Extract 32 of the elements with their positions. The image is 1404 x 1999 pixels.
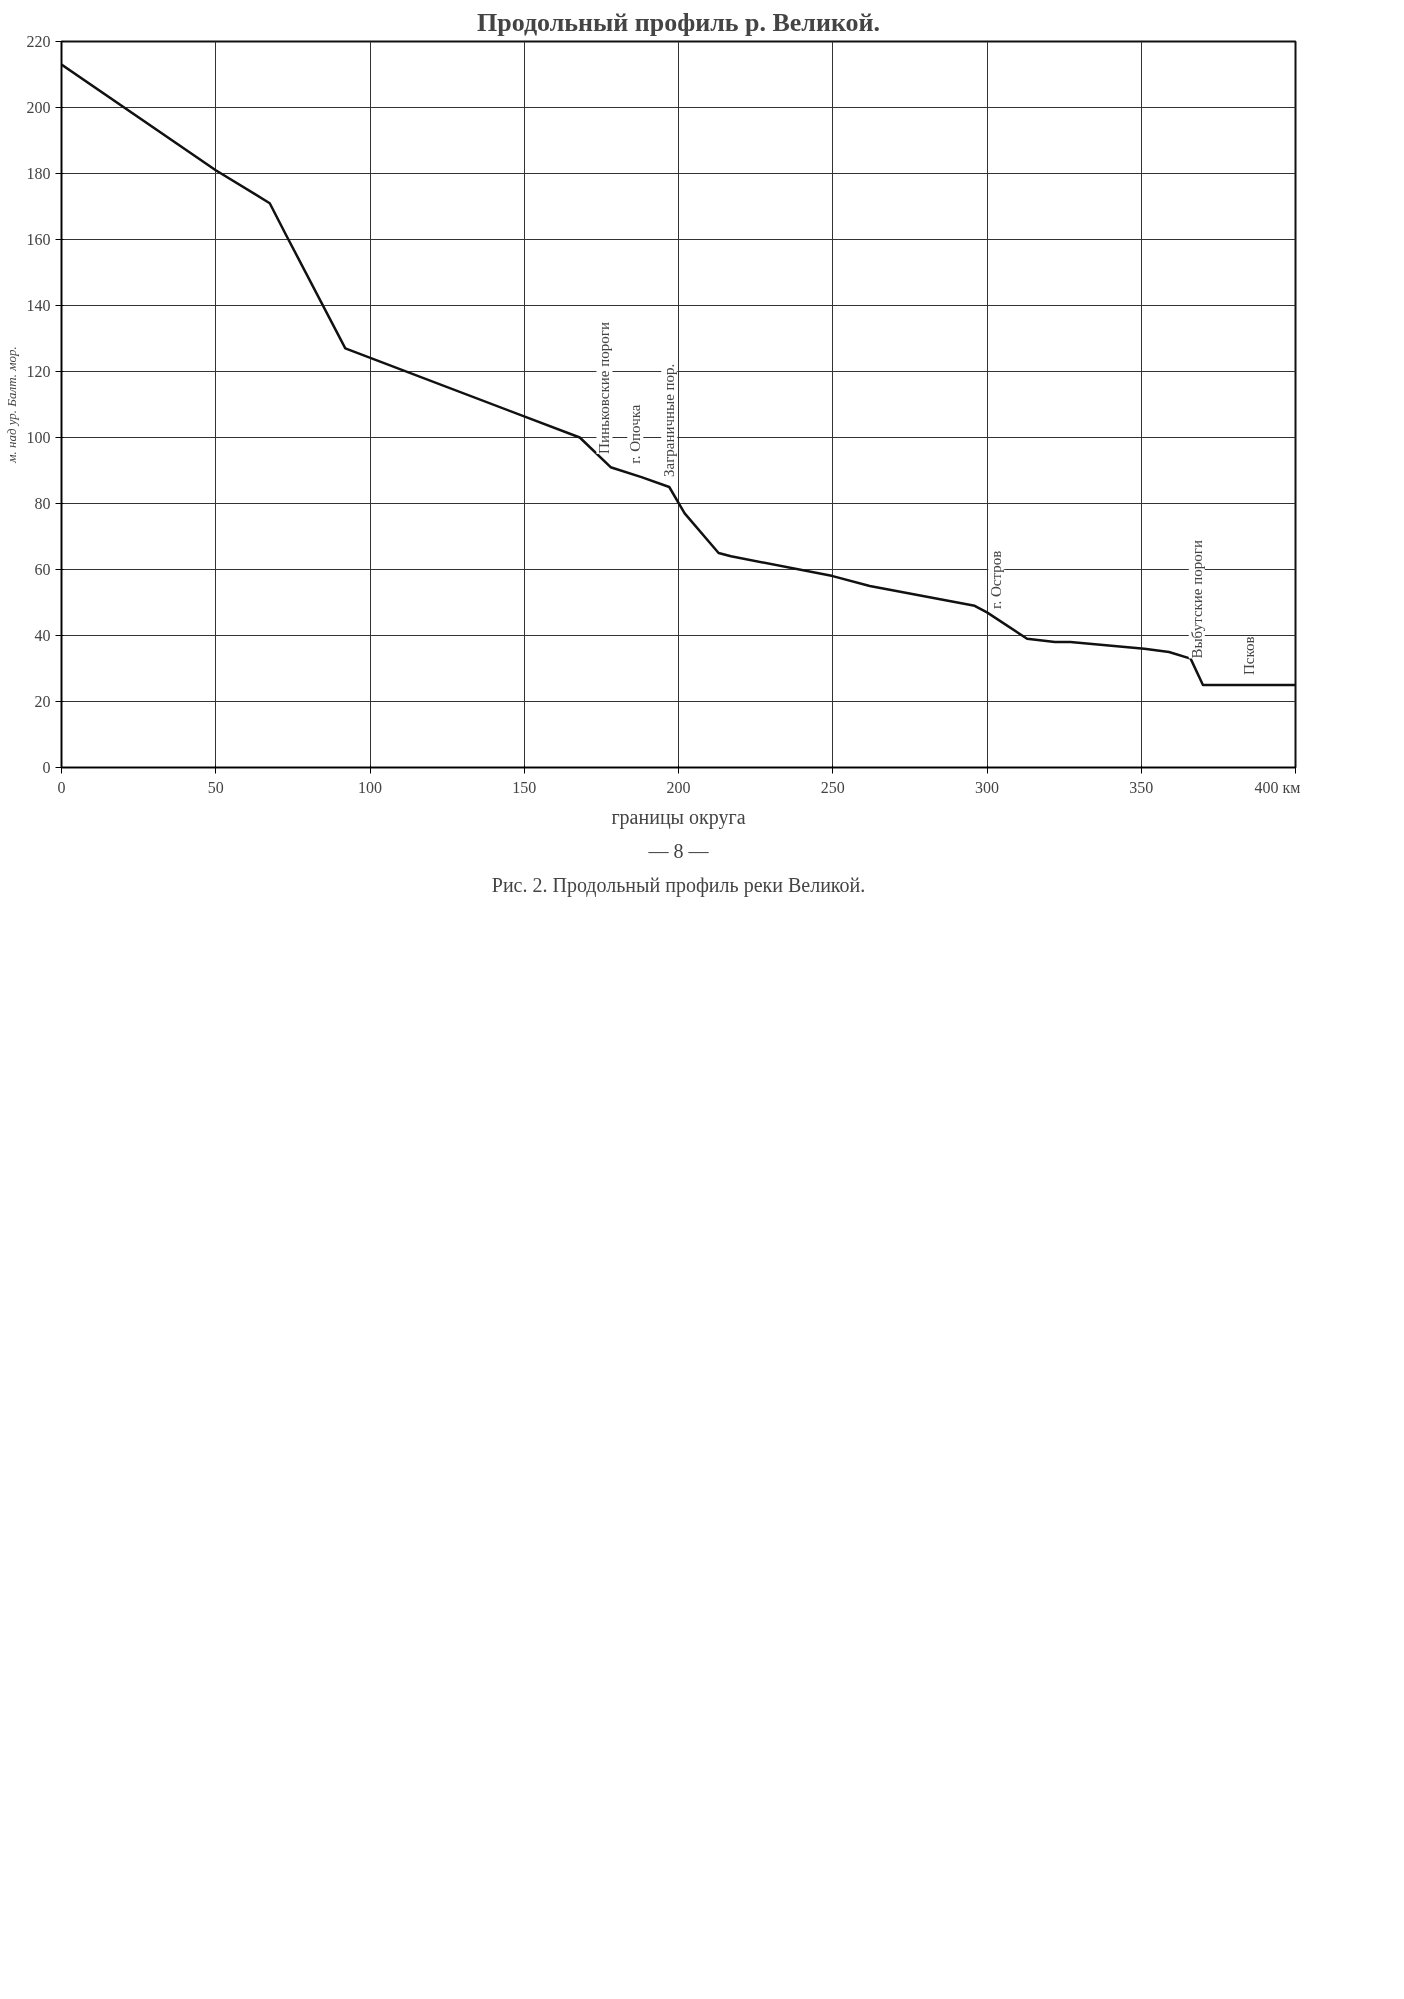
y-tick-label: 200 bbox=[26, 99, 51, 116]
x-tick-label: 400 км bbox=[1254, 778, 1301, 796]
chart-title: Продольный профиль р. Великой. bbox=[476, 7, 881, 37]
y-tick-label: 160 bbox=[26, 231, 51, 248]
y-tick-label: 40 bbox=[34, 627, 51, 644]
y-tick-label: 0 bbox=[42, 759, 51, 776]
annotation: г. Остров bbox=[988, 550, 1005, 609]
y-tick-label: 20 bbox=[34, 693, 51, 710]
y-tick-label: 80 bbox=[34, 495, 51, 512]
x-tick-label: 0 bbox=[57, 778, 66, 796]
y-axis-title: м. над ур. Балт. мор. bbox=[3, 346, 19, 464]
text: Рис. 2. Продольный профиль реки Великой. bbox=[491, 873, 866, 897]
annotation: Выбутские пороги bbox=[1188, 540, 1205, 659]
annotation: Псков bbox=[1241, 636, 1258, 675]
x-tick-label: 100 bbox=[358, 778, 382, 796]
y-tick-label: 100 bbox=[26, 429, 51, 446]
annotation: г. Опочка bbox=[627, 404, 644, 464]
x-tick-label: 250 bbox=[820, 778, 845, 796]
x-tick-label: 200 bbox=[666, 778, 691, 796]
y-tick-label: 120 bbox=[26, 363, 51, 380]
text: границы округа bbox=[611, 805, 746, 829]
y-tick-label: 60 bbox=[34, 561, 51, 578]
x-tick-label: 150 bbox=[512, 778, 537, 796]
x-tick-label: 50 bbox=[207, 778, 224, 796]
x-tick-label: 350 bbox=[1129, 778, 1154, 796]
y-tick-label: 140 bbox=[26, 297, 51, 314]
annotation: Заграничные пор. bbox=[661, 363, 678, 477]
y-tick-label: 180 bbox=[26, 165, 51, 182]
x-tick-label: 300 bbox=[975, 778, 999, 796]
annotation: Пиньковские пороги bbox=[596, 322, 613, 454]
text: — 8 — bbox=[647, 839, 710, 862]
y-tick-label: 220 bbox=[26, 33, 51, 50]
